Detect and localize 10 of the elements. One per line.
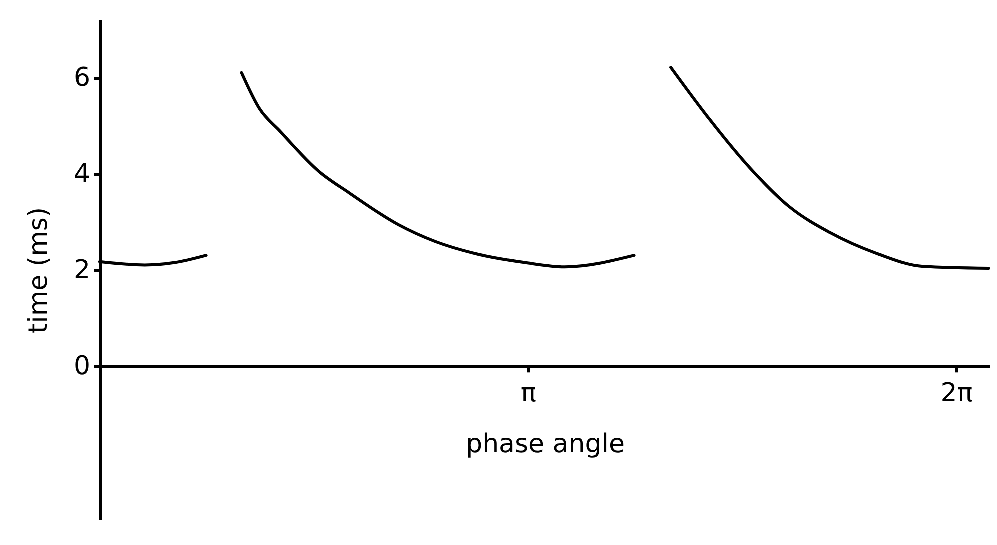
y-tick-label: 0 bbox=[74, 352, 90, 382]
y-tick-label: 6 bbox=[74, 63, 90, 94]
y-axis-title: time (ms) bbox=[24, 207, 54, 334]
y-tick-label: 2 bbox=[74, 256, 90, 286]
y-tick-label: 4 bbox=[74, 159, 90, 190]
x-axis-title: phase angle bbox=[466, 430, 625, 460]
line-series bbox=[240, 71, 636, 269]
x-tick-label: π bbox=[520, 378, 537, 409]
line-series bbox=[670, 66, 990, 270]
x-tick-label: 2π bbox=[940, 378, 973, 409]
